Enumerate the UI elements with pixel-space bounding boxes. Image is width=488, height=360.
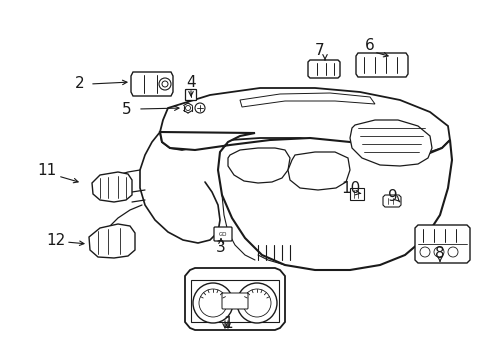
Polygon shape <box>160 132 451 270</box>
Circle shape <box>185 105 190 111</box>
Text: 8: 8 <box>434 246 444 261</box>
Polygon shape <box>355 53 407 77</box>
Polygon shape <box>382 195 400 207</box>
FancyBboxPatch shape <box>185 90 196 100</box>
Text: 2: 2 <box>75 76 84 90</box>
Text: 4: 4 <box>186 75 195 90</box>
Polygon shape <box>184 268 285 330</box>
Text: 1: 1 <box>223 315 232 330</box>
Text: GO: GO <box>218 231 227 237</box>
Circle shape <box>193 283 232 323</box>
Polygon shape <box>414 225 469 263</box>
Text: 5: 5 <box>122 102 132 117</box>
Polygon shape <box>131 72 173 96</box>
Text: 10: 10 <box>341 180 360 195</box>
Text: 6: 6 <box>365 37 374 53</box>
Text: 11: 11 <box>37 162 57 177</box>
Polygon shape <box>89 224 135 258</box>
Polygon shape <box>227 148 289 183</box>
Text: 12: 12 <box>46 233 65 248</box>
Text: 3: 3 <box>216 239 225 255</box>
Polygon shape <box>307 60 339 78</box>
Polygon shape <box>191 280 279 322</box>
FancyBboxPatch shape <box>222 293 247 309</box>
Circle shape <box>447 247 457 257</box>
Text: 9: 9 <box>387 189 397 203</box>
Polygon shape <box>287 152 349 190</box>
Polygon shape <box>349 188 363 200</box>
FancyBboxPatch shape <box>214 227 231 241</box>
Polygon shape <box>92 172 132 202</box>
Circle shape <box>195 103 204 113</box>
Circle shape <box>419 247 429 257</box>
Circle shape <box>243 289 270 317</box>
Circle shape <box>433 247 443 257</box>
Circle shape <box>199 289 226 317</box>
Polygon shape <box>240 93 374 107</box>
Polygon shape <box>160 88 449 154</box>
Circle shape <box>237 283 276 323</box>
Polygon shape <box>349 120 431 166</box>
Circle shape <box>159 78 171 90</box>
Text: 7: 7 <box>315 42 324 58</box>
Circle shape <box>162 81 168 87</box>
